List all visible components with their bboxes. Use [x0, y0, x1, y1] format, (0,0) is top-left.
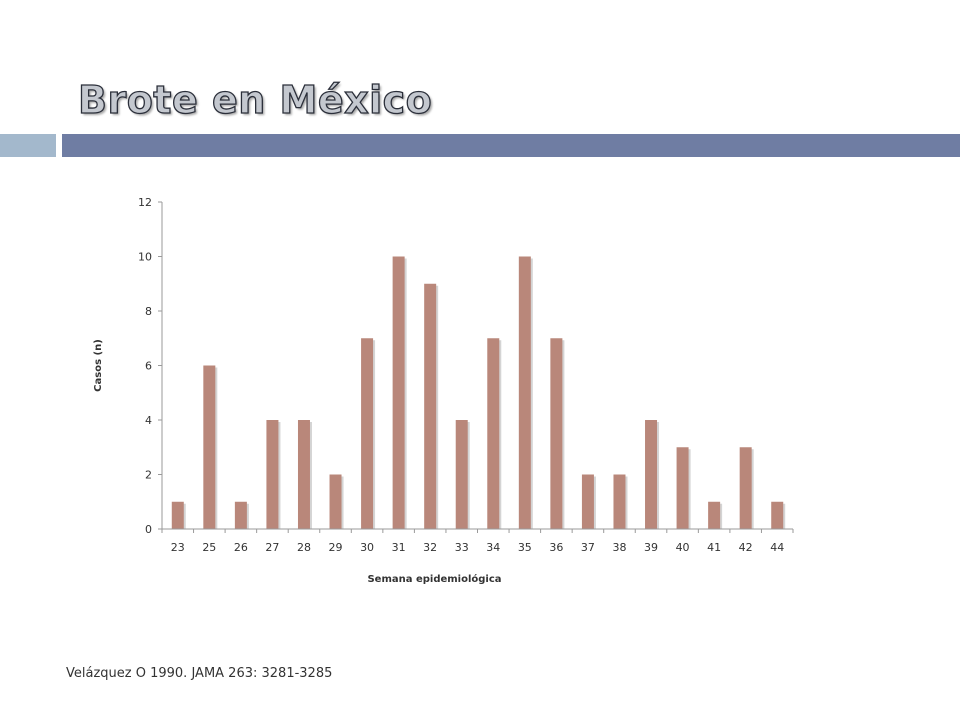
- y-tick-label: 6: [145, 360, 152, 373]
- bar-week-28: [297, 420, 310, 529]
- bar-week-39: [645, 420, 658, 529]
- x-tick-label: 28: [297, 541, 311, 554]
- y-tick-label: 10: [138, 251, 152, 264]
- bar-week-42: [739, 447, 752, 529]
- bar-week-25: [203, 365, 216, 529]
- citation: Velázquez O 1990. JAMA 263: 3281-3285: [66, 666, 333, 681]
- bar-week-31: [392, 256, 405, 529]
- y-axis-ticks: 0 2 4 6 8 10 12: [138, 196, 162, 536]
- x-tick-label: 38: [612, 541, 626, 554]
- x-axis-label: Semana epidemiológica: [367, 573, 501, 585]
- accent-bar-left: [0, 134, 56, 157]
- x-tick-label: 32: [423, 541, 437, 554]
- bar-week-29: [329, 474, 342, 529]
- bar-week-26: [234, 501, 247, 529]
- chart-bars: [171, 256, 786, 529]
- x-tick-label: 36: [549, 541, 563, 554]
- y-tick-label: 8: [145, 305, 152, 318]
- bar-week-35: [518, 256, 531, 529]
- bar-week-32: [424, 283, 437, 529]
- y-tick-label: 4: [145, 414, 152, 427]
- y-tick-label: 12: [138, 196, 152, 209]
- x-tick-label: 33: [455, 541, 469, 554]
- x-tick-label: 26: [234, 541, 248, 554]
- accent-bar-right: [62, 134, 960, 157]
- slide-title: Brote en México: [77, 77, 433, 122]
- y-tick-label: 0: [145, 523, 152, 536]
- x-tick-label: 34: [486, 541, 500, 554]
- x-tick-label: 39: [644, 541, 658, 554]
- bar-week-40: [676, 447, 689, 529]
- bar-week-34: [487, 338, 500, 529]
- x-tick-label: 42: [739, 541, 753, 554]
- x-tick-label: 37: [581, 541, 595, 554]
- x-tick-label: 40: [676, 541, 690, 554]
- x-tick-label: 31: [392, 541, 406, 554]
- bar-week-23: [171, 501, 184, 529]
- x-tick-label: 35: [518, 541, 532, 554]
- y-axis-label: Casos (n): [93, 339, 104, 392]
- bar-week-41: [708, 501, 721, 529]
- bar-week-36: [550, 338, 563, 529]
- bar-week-27: [266, 420, 279, 529]
- bar-week-33: [455, 420, 468, 529]
- bar-week-44: [771, 501, 784, 529]
- x-tick-label: 25: [202, 541, 216, 554]
- x-tick-label: 29: [329, 541, 343, 554]
- bar-week-30: [361, 338, 374, 529]
- x-tick-label: 27: [265, 541, 279, 554]
- x-tick-label: 23: [171, 541, 185, 554]
- bar-week-37: [581, 474, 594, 529]
- x-axis-ticks: 23 25 26 27 28 29 30 31 32 33 34 35 36 37 38 39 40 41 42 44: [161, 529, 794, 554]
- x-tick-label: 30: [360, 541, 374, 554]
- bar-week-38: [613, 474, 626, 529]
- y-tick-label: 2: [145, 469, 152, 482]
- x-tick-label: 44: [770, 541, 784, 554]
- x-tick-label: 41: [707, 541, 721, 554]
